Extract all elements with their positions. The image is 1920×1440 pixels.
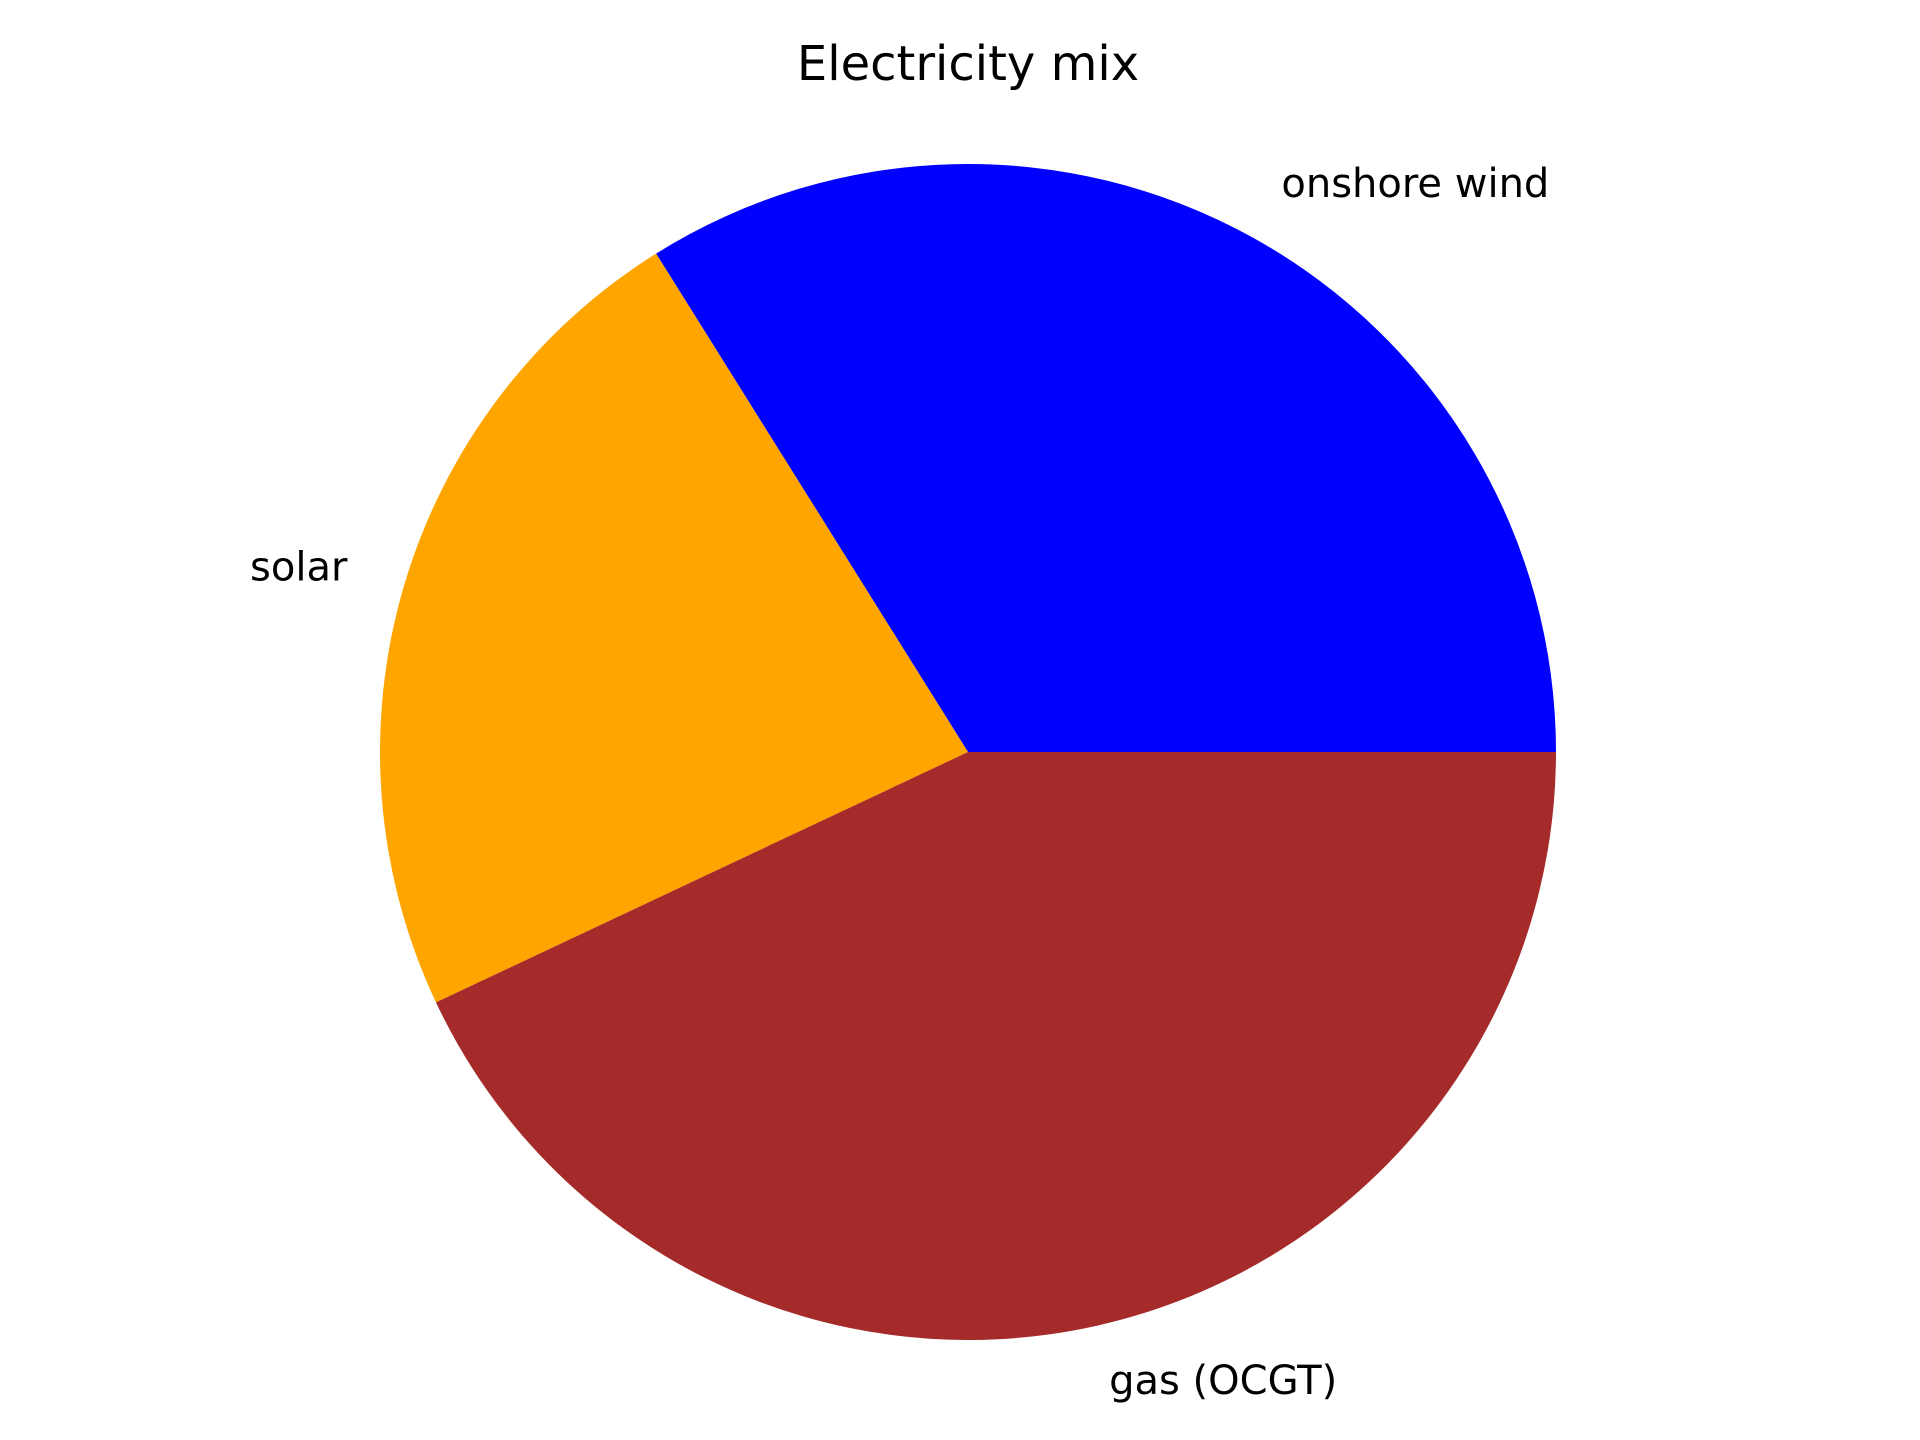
pie-slice-gas-ocgt	[435, 752, 1557, 1340]
pie-labels: onshore wind solar gas (OCGT)	[250, 161, 1549, 1404]
pie-label-solar: solar	[250, 545, 348, 591]
pie-slice-onshore-wind	[656, 164, 1556, 753]
chart-title: Electricity mix	[797, 36, 1139, 92]
pie-label-gas-ocgt: gas (OCGT)	[1109, 1358, 1337, 1404]
pie-slice-solar	[379, 253, 968, 1003]
pie-label-onshore-wind: onshore wind	[1281, 161, 1549, 207]
pie-slices	[379, 164, 1557, 1340]
